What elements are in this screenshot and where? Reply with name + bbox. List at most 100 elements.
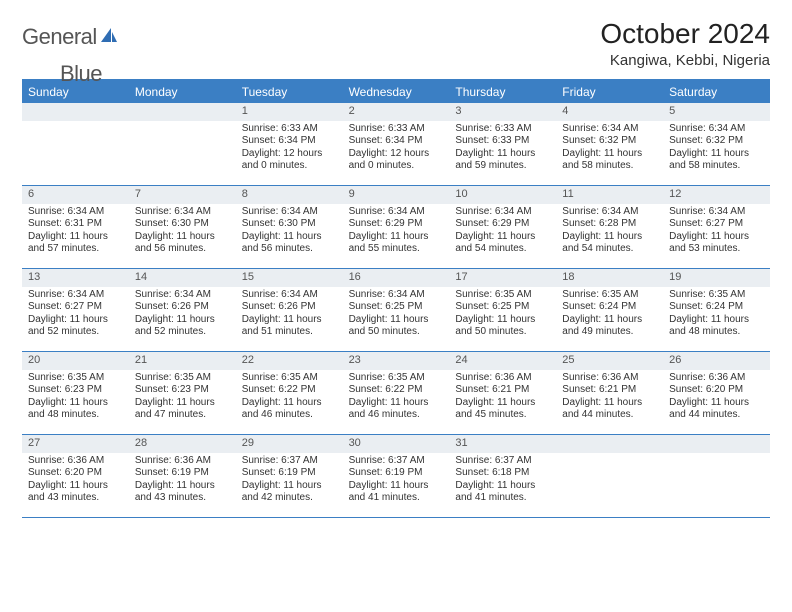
sunset-line: Sunset: 6:19 PM (135, 467, 230, 480)
daylight-line: Daylight: 11 hours and 50 minutes. (349, 314, 444, 339)
daylight-line: Daylight: 11 hours and 43 minutes. (28, 480, 123, 505)
day-cell: 23Sunrise: 6:35 AMSunset: 6:22 PMDayligh… (343, 352, 450, 434)
day-number: 14 (129, 269, 236, 287)
daylight-line: Daylight: 11 hours and 53 minutes. (669, 231, 764, 256)
daylight-line: Daylight: 11 hours and 51 minutes. (242, 314, 337, 339)
sunrise-line: Sunrise: 6:34 AM (28, 289, 123, 302)
sunrise-line: Sunrise: 6:33 AM (455, 123, 550, 136)
day-content: Sunrise: 6:34 AMSunset: 6:26 PMDaylight:… (129, 287, 236, 343)
sunrise-line: Sunrise: 6:34 AM (669, 123, 764, 136)
sunrise-line: Sunrise: 6:36 AM (455, 372, 550, 385)
month-title: October 2024 (600, 18, 770, 50)
day-content: Sunrise: 6:34 AMSunset: 6:30 PMDaylight:… (236, 204, 343, 260)
day-cell: 8Sunrise: 6:34 AMSunset: 6:30 PMDaylight… (236, 186, 343, 268)
sunrise-line: Sunrise: 6:35 AM (242, 372, 337, 385)
day-number: 27 (22, 435, 129, 453)
sunset-line: Sunset: 6:33 PM (455, 135, 550, 148)
sunrise-line: Sunrise: 6:35 AM (669, 289, 764, 302)
day-number: 3 (449, 103, 556, 121)
day-content: Sunrise: 6:36 AMSunset: 6:20 PMDaylight:… (22, 453, 129, 509)
day-content: Sunrise: 6:36 AMSunset: 6:19 PMDaylight:… (129, 453, 236, 509)
day-cell: 27Sunrise: 6:36 AMSunset: 6:20 PMDayligh… (22, 435, 129, 517)
sunrise-line: Sunrise: 6:33 AM (349, 123, 444, 136)
daylight-line: Daylight: 11 hours and 44 minutes. (562, 397, 657, 422)
sunrise-line: Sunrise: 6:34 AM (562, 206, 657, 219)
day-number: 23 (343, 352, 450, 370)
day-content: Sunrise: 6:37 AMSunset: 6:19 PMDaylight:… (236, 453, 343, 509)
sunset-line: Sunset: 6:30 PM (135, 218, 230, 231)
sunrise-line: Sunrise: 6:34 AM (242, 289, 337, 302)
day-content: Sunrise: 6:34 AMSunset: 6:30 PMDaylight:… (129, 204, 236, 260)
sunset-line: Sunset: 6:32 PM (562, 135, 657, 148)
logo-word-general: General (22, 24, 97, 50)
sunset-line: Sunset: 6:19 PM (349, 467, 444, 480)
day-content: Sunrise: 6:35 AMSunset: 6:23 PMDaylight:… (129, 370, 236, 426)
day-cell: 31Sunrise: 6:37 AMSunset: 6:18 PMDayligh… (449, 435, 556, 517)
day-content: Sunrise: 6:34 AMSunset: 6:29 PMDaylight:… (343, 204, 450, 260)
day-cell: 2Sunrise: 6:33 AMSunset: 6:34 PMDaylight… (343, 103, 450, 185)
daylight-line: Daylight: 11 hours and 46 minutes. (349, 397, 444, 422)
day-number: 9 (343, 186, 450, 204)
day-number: 26 (663, 352, 770, 370)
day-number: 7 (129, 186, 236, 204)
sunset-line: Sunset: 6:20 PM (669, 384, 764, 397)
sunset-line: Sunset: 6:34 PM (349, 135, 444, 148)
day-cell: 11Sunrise: 6:34 AMSunset: 6:28 PMDayligh… (556, 186, 663, 268)
day-content: Sunrise: 6:37 AMSunset: 6:18 PMDaylight:… (449, 453, 556, 509)
day-content: Sunrise: 6:33 AMSunset: 6:34 PMDaylight:… (343, 121, 450, 177)
sunset-line: Sunset: 6:19 PM (242, 467, 337, 480)
sunset-line: Sunset: 6:32 PM (669, 135, 764, 148)
sunset-line: Sunset: 6:26 PM (242, 301, 337, 314)
day-content: Sunrise: 6:34 AMSunset: 6:32 PMDaylight:… (663, 121, 770, 177)
day-number: 13 (22, 269, 129, 287)
sunrise-line: Sunrise: 6:36 AM (669, 372, 764, 385)
daylight-line: Daylight: 11 hours and 56 minutes. (242, 231, 337, 256)
day-number: 15 (236, 269, 343, 287)
day-number: 12 (663, 186, 770, 204)
day-content: Sunrise: 6:34 AMSunset: 6:31 PMDaylight:… (22, 204, 129, 260)
day-content: Sunrise: 6:34 AMSunset: 6:28 PMDaylight:… (556, 204, 663, 260)
day-cell: 12Sunrise: 6:34 AMSunset: 6:27 PMDayligh… (663, 186, 770, 268)
day-content: Sunrise: 6:33 AMSunset: 6:34 PMDaylight:… (236, 121, 343, 177)
daylight-line: Daylight: 11 hours and 58 minutes. (669, 148, 764, 173)
sunrise-line: Sunrise: 6:37 AM (455, 455, 550, 468)
day-header: Friday (556, 81, 663, 103)
day-cell: 20Sunrise: 6:35 AMSunset: 6:23 PMDayligh… (22, 352, 129, 434)
sunrise-line: Sunrise: 6:36 AM (562, 372, 657, 385)
daylight-line: Daylight: 11 hours and 42 minutes. (242, 480, 337, 505)
day-number: . (556, 435, 663, 453)
daylight-line: Daylight: 11 hours and 48 minutes. (28, 397, 123, 422)
day-number: . (22, 103, 129, 121)
daylight-line: Daylight: 11 hours and 57 minutes. (28, 231, 123, 256)
day-number: 21 (129, 352, 236, 370)
sunrise-line: Sunrise: 6:34 AM (135, 206, 230, 219)
sunrise-line: Sunrise: 6:36 AM (28, 455, 123, 468)
sunset-line: Sunset: 6:21 PM (562, 384, 657, 397)
day-number: 30 (343, 435, 450, 453)
sunset-line: Sunset: 6:27 PM (669, 218, 764, 231)
day-header: Monday (129, 81, 236, 103)
daylight-line: Daylight: 12 hours and 0 minutes. (242, 148, 337, 173)
daylight-line: Daylight: 11 hours and 45 minutes. (455, 397, 550, 422)
day-header: Thursday (449, 81, 556, 103)
day-number: 17 (449, 269, 556, 287)
day-cell: . (129, 103, 236, 185)
day-cell: 17Sunrise: 6:35 AMSunset: 6:25 PMDayligh… (449, 269, 556, 351)
day-cell: 15 Sunrise: 6:34 AMSunset: 6:26 PMDayligh… (236, 269, 343, 351)
day-number: . (663, 435, 770, 453)
daylight-line: Daylight: 11 hours and 46 minutes. (242, 397, 337, 422)
daylight-line: Daylight: 11 hours and 43 minutes. (135, 480, 230, 505)
day-number: 19 (663, 269, 770, 287)
day-header: Wednesday (343, 81, 450, 103)
day-content: Sunrise: 6:34 AMSunset: 6:25 PMDaylight:… (343, 287, 450, 343)
daylight-line: Daylight: 11 hours and 52 minutes. (28, 314, 123, 339)
day-number: 6 (22, 186, 129, 204)
header: General October 2024 Kangiwa, Kebbi, Nig… (22, 18, 770, 69)
sunrise-line: Sunrise: 6:36 AM (135, 455, 230, 468)
day-content: Sunrise: 6:34 AMSunset: 6:32 PMDaylight:… (556, 121, 663, 177)
sunset-line: Sunset: 6:23 PM (135, 384, 230, 397)
sunrise-line: Sunrise: 6:35 AM (349, 372, 444, 385)
day-number: 11 (556, 186, 663, 204)
day-cell: . (663, 435, 770, 517)
day-cell: 29Sunrise: 6:37 AMSunset: 6:19 PMDayligh… (236, 435, 343, 517)
